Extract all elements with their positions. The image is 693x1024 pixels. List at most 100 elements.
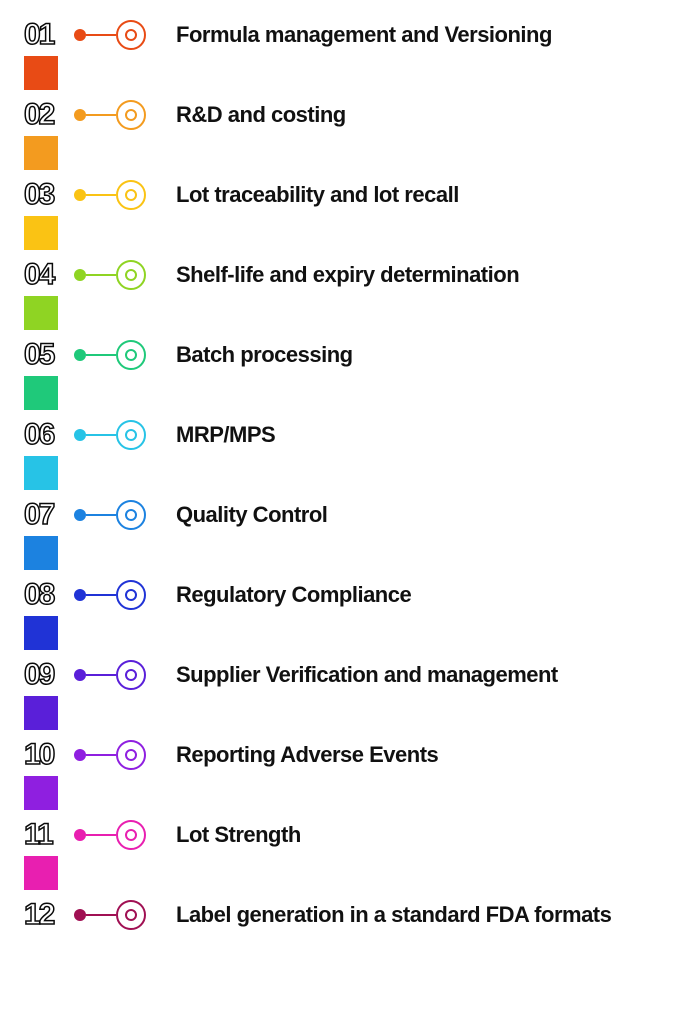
item-swatch [24, 56, 58, 90]
item-label: Batch processing [176, 342, 353, 368]
item-swatch [24, 376, 58, 410]
connector-ring-icon [116, 900, 146, 930]
connector-ring-icon [116, 500, 146, 530]
connector-ring-icon [116, 820, 146, 850]
connector-dot-icon [74, 269, 86, 281]
item-number: 12 [24, 900, 53, 930]
item-swatch [24, 536, 58, 570]
item-number: 07 [24, 500, 53, 530]
connector-dot-icon [74, 909, 86, 921]
connector-line-icon [86, 194, 116, 196]
item-left: 01 [24, 20, 66, 90]
connector-dot-icon [74, 509, 86, 521]
connector-line-icon [86, 754, 116, 756]
item-left: 03 [24, 180, 66, 250]
item-swatch [24, 216, 58, 250]
item-label: Regulatory Compliance [176, 582, 411, 608]
item-number: 06 [24, 420, 53, 450]
item-connector [74, 500, 146, 530]
item-number: 03 [24, 180, 53, 210]
item-swatch [24, 456, 58, 490]
connector-dot-icon [74, 189, 86, 201]
item-connector [74, 660, 146, 690]
item-left: 10 [24, 740, 66, 810]
connector-dot-icon [74, 749, 86, 761]
connector-ring-icon [116, 20, 146, 50]
item-number: 02 [24, 100, 53, 130]
item-label: Formula management and Versioning [176, 22, 552, 48]
list-item: 03 Lot traceability and lot recall [24, 180, 669, 260]
item-swatch [24, 856, 58, 890]
item-connector [74, 900, 146, 930]
item-label: Lot traceability and lot recall [176, 182, 459, 208]
item-connector [74, 100, 146, 130]
connector-dot-icon [74, 829, 86, 841]
connector-dot-icon [74, 349, 86, 361]
connector-line-icon [86, 914, 116, 916]
item-number: 01 [24, 20, 53, 50]
item-number: 04 [24, 260, 53, 290]
item-number: 09 [24, 660, 53, 690]
item-swatch [24, 296, 58, 330]
connector-dot-icon [74, 109, 86, 121]
item-swatch [24, 136, 58, 170]
infographic-list: 01 Formula management and Versioning 02 [24, 20, 669, 940]
item-number: 08 [24, 580, 53, 610]
list-item: 06 MRP/MPS [24, 420, 669, 500]
item-left: 09 [24, 660, 66, 730]
item-label: Label generation in a standard FDA forma… [176, 902, 611, 928]
item-left: 04 [24, 260, 66, 330]
item-label: Lot Strength [176, 822, 301, 848]
item-connector [74, 260, 146, 290]
list-item: 05 Batch processing [24, 340, 669, 420]
list-item: 10 Reporting Adverse Events [24, 740, 669, 820]
list-item: 12 Label generation in a standard FDA fo… [24, 900, 669, 940]
item-label: Quality Control [176, 502, 327, 528]
item-connector [74, 820, 146, 850]
connector-line-icon [86, 354, 116, 356]
item-swatch [24, 616, 58, 650]
connector-ring-icon [116, 740, 146, 770]
item-left: 06 [24, 420, 66, 490]
item-left: 11 [24, 820, 66, 890]
connector-dot-icon [74, 29, 86, 41]
list-item: 07 Quality Control [24, 500, 669, 580]
item-left: 05 [24, 340, 66, 410]
connector-line-icon [86, 674, 116, 676]
list-item: 09 Supplier Verification and management [24, 660, 669, 740]
connector-ring-icon [116, 660, 146, 690]
connector-ring-icon [116, 580, 146, 610]
list-item: 01 Formula management and Versioning [24, 20, 669, 100]
item-label: Reporting Adverse Events [176, 742, 438, 768]
item-connector [74, 20, 146, 50]
item-left: 08 [24, 580, 66, 650]
connector-line-icon [86, 514, 116, 516]
connector-ring-icon [116, 180, 146, 210]
list-item: 08 Regulatory Compliance [24, 580, 669, 660]
connector-line-icon [86, 594, 116, 596]
connector-line-icon [86, 274, 116, 276]
item-label: Supplier Verification and management [176, 662, 558, 688]
connector-ring-icon [116, 420, 146, 450]
item-swatch [24, 776, 58, 810]
item-swatch [24, 696, 58, 730]
list-item: 11 Lot Strength [24, 820, 669, 900]
item-connector [74, 740, 146, 770]
connector-dot-icon [74, 669, 86, 681]
item-left: 07 [24, 500, 66, 570]
list-item: 02 R&D and costing [24, 100, 669, 180]
connector-ring-icon [116, 100, 146, 130]
item-left: 12 [24, 900, 66, 930]
connector-dot-icon [74, 429, 86, 441]
item-connector [74, 420, 146, 450]
item-label: MRP/MPS [176, 422, 275, 448]
connector-dot-icon [74, 589, 86, 601]
item-connector [74, 340, 146, 370]
connector-line-icon [86, 114, 116, 116]
list-item: 04 Shelf-life and expiry determination [24, 260, 669, 340]
item-label: R&D and costing [176, 102, 346, 128]
item-connector [74, 180, 146, 210]
item-number: 10 [24, 740, 53, 770]
connector-line-icon [86, 434, 116, 436]
connector-line-icon [86, 34, 116, 36]
